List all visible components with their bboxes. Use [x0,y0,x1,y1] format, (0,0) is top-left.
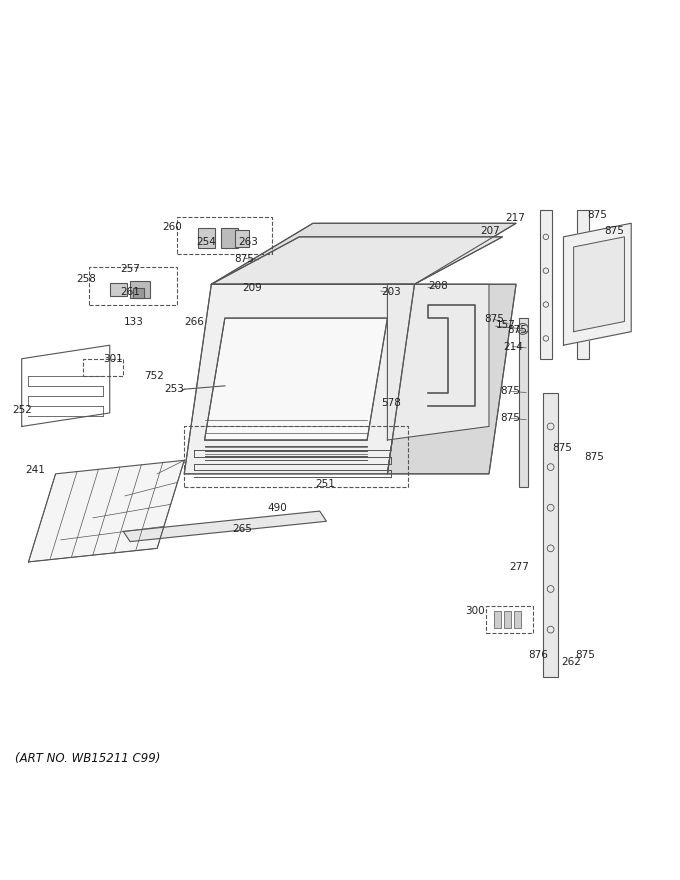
Bar [184,427,408,488]
Bar [177,216,272,253]
Text: 208: 208 [428,282,448,291]
Text: (ART NO. WB15211 C99): (ART NO. WB15211 C99) [15,752,160,765]
Text: 258: 258 [76,275,96,284]
Text: 209: 209 [242,283,262,293]
Text: 875: 875 [605,226,624,237]
Text: 251: 251 [315,479,335,489]
Text: 875: 875 [584,452,604,462]
Text: 252: 252 [12,405,32,414]
Polygon shape [388,284,489,440]
Text: 266: 266 [184,317,204,327]
Polygon shape [388,284,516,473]
Text: 875: 875 [484,314,505,325]
Polygon shape [211,224,516,284]
Polygon shape [29,460,184,562]
Text: 875: 875 [507,326,528,335]
Text: 875: 875 [234,253,254,263]
Polygon shape [184,284,415,473]
Text: 301: 301 [103,354,123,363]
Polygon shape [574,237,624,332]
Polygon shape [564,224,631,345]
Bar [486,606,533,633]
Text: 265: 265 [232,524,252,534]
Text: 300: 300 [466,605,486,616]
Text: 490: 490 [268,502,288,513]
Text: 253: 253 [164,385,184,394]
Text: 277: 277 [509,561,530,572]
Bar [198,228,215,248]
Text: 262: 262 [562,657,581,667]
Text: 203: 203 [381,288,401,297]
Bar [543,392,558,677]
Bar [520,318,528,488]
Text: 217: 217 [505,213,525,223]
Text: 241: 241 [25,466,45,475]
Bar [540,209,552,359]
Bar [504,612,511,628]
Text: 133: 133 [124,317,143,327]
Polygon shape [205,318,388,440]
Polygon shape [123,511,326,541]
Text: 875: 875 [588,210,607,220]
Bar [109,282,126,297]
Text: 254: 254 [196,237,216,246]
Bar [222,228,239,248]
Text: 578: 578 [381,398,401,407]
Text: 875: 875 [552,444,572,453]
Bar [90,268,177,304]
Bar [577,209,589,359]
Text: 875: 875 [500,414,521,423]
Text: 752: 752 [144,370,164,381]
Text: 263: 263 [239,237,258,246]
Text: 875: 875 [500,386,521,396]
Bar [83,359,123,376]
Text: 157: 157 [496,319,516,330]
Bar [494,612,500,628]
Text: 257: 257 [120,264,140,274]
Bar [514,612,521,628]
Bar [235,230,249,247]
Polygon shape [211,237,503,284]
Bar [130,281,150,297]
Bar [133,288,143,297]
Text: 260: 260 [162,223,182,232]
Text: 875: 875 [575,650,595,660]
Text: 207: 207 [481,226,500,237]
Text: 876: 876 [528,650,547,660]
Text: 214: 214 [503,341,523,351]
Text: 261: 261 [120,288,140,297]
